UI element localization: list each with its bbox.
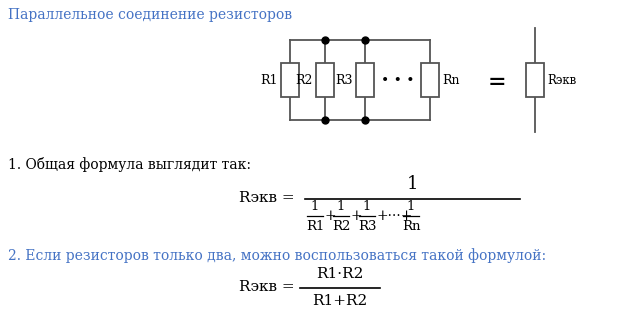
Text: R1: R1 — [260, 73, 278, 86]
Text: 1: 1 — [363, 200, 371, 212]
Text: R1+R2: R1+R2 — [312, 294, 368, 308]
Text: Rэкв: Rэкв — [547, 73, 576, 86]
Text: R1: R1 — [306, 219, 324, 232]
Text: +···+: +···+ — [377, 209, 414, 223]
Bar — [421, 63, 439, 97]
Text: 1: 1 — [407, 200, 415, 212]
Text: 1. Общая формула выглядит так:: 1. Общая формула выглядит так: — [8, 157, 251, 172]
Text: 1: 1 — [407, 175, 419, 193]
Text: +: + — [325, 209, 337, 223]
Text: 2. Если резисторов только два, можно воспользоваться такой формулой:: 2. Если резисторов только два, можно вос… — [8, 248, 546, 263]
Text: • • •: • • • — [381, 73, 414, 87]
Text: R3: R3 — [335, 73, 353, 86]
Text: Rэкв =: Rэкв = — [239, 280, 295, 294]
Text: R2: R2 — [332, 219, 350, 232]
Bar — [526, 63, 544, 97]
Text: Параллельное соединение резисторов: Параллельное соединение резисторов — [8, 8, 292, 22]
Text: 1: 1 — [337, 200, 345, 212]
Text: +: + — [351, 209, 363, 223]
Bar — [316, 63, 334, 97]
Bar — [281, 63, 299, 97]
Text: Rn: Rn — [402, 219, 420, 232]
Bar — [356, 63, 374, 97]
Text: R2: R2 — [296, 73, 313, 86]
Text: Rn: Rn — [442, 73, 459, 86]
Text: =: = — [488, 71, 507, 93]
Text: Rэкв =: Rэкв = — [239, 191, 295, 205]
Text: R1·R2: R1·R2 — [316, 267, 364, 281]
Text: 1: 1 — [311, 200, 319, 212]
Text: R3: R3 — [358, 219, 376, 232]
